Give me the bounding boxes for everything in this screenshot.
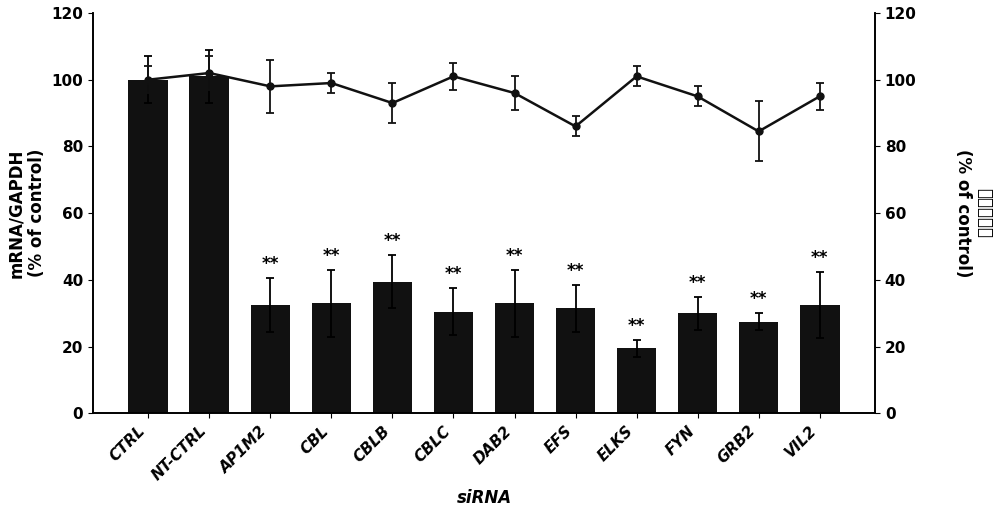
- Bar: [495, 303, 534, 413]
- Bar: [617, 348, 656, 413]
- X-axis label: siRNA: siRNA: [456, 489, 512, 507]
- Bar: [373, 282, 412, 413]
- Bar: [800, 305, 840, 413]
- Bar: [678, 314, 717, 413]
- Bar: [556, 308, 595, 413]
- Text: **: **: [628, 317, 645, 335]
- Text: **: **: [323, 247, 340, 265]
- Text: **: **: [445, 265, 462, 283]
- Text: **: **: [262, 255, 279, 273]
- Text: **: **: [506, 247, 523, 265]
- Text: **: **: [567, 262, 584, 280]
- Y-axis label: mRNA/GAPDH
(% of control): mRNA/GAPDH (% of control): [7, 149, 46, 278]
- Bar: [251, 305, 290, 413]
- Bar: [739, 322, 778, 413]
- Text: **: **: [750, 290, 767, 308]
- Bar: [128, 80, 168, 413]
- Bar: [189, 77, 229, 413]
- Bar: [312, 303, 351, 413]
- Text: **: **: [811, 249, 828, 267]
- Text: **: **: [384, 232, 401, 250]
- Text: **: **: [689, 273, 706, 291]
- Y-axis label: 细胞病毒数
(% of control): 细胞病毒数 (% of control): [954, 149, 993, 278]
- Bar: [434, 311, 473, 413]
